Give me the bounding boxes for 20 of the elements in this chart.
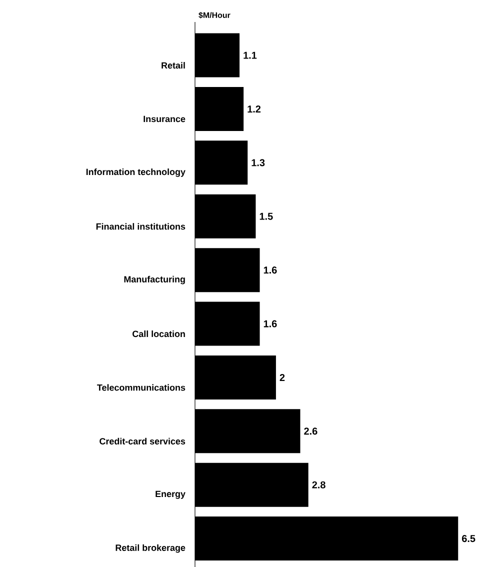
y-tick-label: Retail brokerage [116,544,186,553]
y-tick-label: Retail [162,62,185,69]
data-label: 1.2 [248,106,261,112]
y-tick-label: Insurance [144,116,186,122]
data-label: 2 [280,374,285,381]
data-label: 1.6 [264,266,277,274]
data-label: 1.5 [260,212,273,220]
y-tick-label: Credit-card services [100,438,186,444]
y-tick-label: Energy [156,490,186,499]
data-label: 1.1 [244,52,257,59]
data-label: 1.6 [264,320,277,328]
data-label: 6.5 [462,535,476,542]
y-tick-label: Financial institutions [96,223,186,230]
data-label: 2.8 [312,481,326,488]
y-tick-label: Manufacturing [124,276,185,284]
data-label: 2.6 [304,428,318,435]
y-tick-label: Call location [132,330,185,338]
y-tick-label: Telecommunications [97,384,186,391]
data-label: 1.3 [252,159,265,166]
y-tick-label: Information technology [86,168,186,177]
